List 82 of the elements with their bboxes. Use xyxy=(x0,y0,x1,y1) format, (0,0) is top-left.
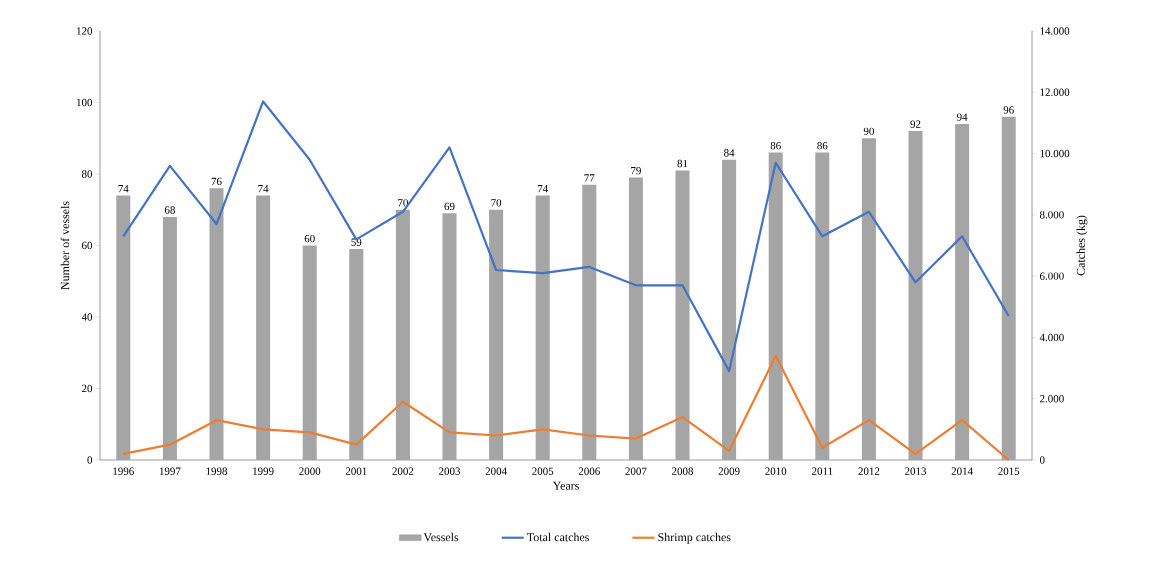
x-tick-label: 2010 xyxy=(765,467,787,475)
data-label: 60 xyxy=(304,234,315,243)
x-tick-label: 2006 xyxy=(578,467,600,475)
y2-tick-label: 2.000 xyxy=(1040,395,1064,403)
y2-tick-label: 6.000 xyxy=(1040,272,1064,280)
y-tick-label: 80 xyxy=(81,170,93,178)
x-tick-label: 1996 xyxy=(113,467,134,475)
bar xyxy=(442,213,457,460)
x-axis-title: Years xyxy=(552,481,579,490)
bar xyxy=(628,177,643,460)
bar xyxy=(815,152,830,460)
y2-axis-title: Catches (kg) xyxy=(1076,215,1088,276)
bar xyxy=(722,159,737,460)
x-tick-label: 2011 xyxy=(812,467,833,475)
data-label: 74 xyxy=(258,185,269,193)
data-label: 74 xyxy=(537,185,549,193)
x-tick-label: 2009 xyxy=(718,467,740,475)
bar xyxy=(955,123,970,460)
data-label: 92 xyxy=(910,120,921,128)
bar xyxy=(768,152,783,460)
bar xyxy=(1001,116,1016,460)
bar xyxy=(582,184,597,460)
data-label: 96 xyxy=(1003,106,1014,114)
x-tick-label: 2003 xyxy=(439,467,461,475)
y2-tick-label: 4.000 xyxy=(1039,333,1064,342)
y-tick-label: 0 xyxy=(87,456,93,464)
y-tick-label: 40 xyxy=(81,313,93,321)
data-label: 90 xyxy=(863,127,874,136)
data-label: 59 xyxy=(351,238,362,246)
data-label: 70 xyxy=(398,199,408,207)
data-label: 69 xyxy=(444,202,455,211)
x-tick-label: 2015 xyxy=(998,467,1020,475)
data-label: 77 xyxy=(584,174,595,182)
x-tick-label: 1998 xyxy=(206,467,228,475)
y2-tick-label: 12.000 xyxy=(1040,88,1070,96)
y-tick-label: 60 xyxy=(81,241,93,250)
bar xyxy=(209,188,224,460)
bar xyxy=(675,170,690,460)
legend-label: Shrimp catches xyxy=(658,532,731,544)
y-axis-title: Number of vessels xyxy=(60,201,70,290)
bar xyxy=(908,131,923,460)
x-tick-label: 2012 xyxy=(858,467,880,475)
x-tick-label: 2005 xyxy=(532,467,554,475)
bar xyxy=(302,245,317,460)
data-label: 79 xyxy=(631,167,641,175)
legend-label: Vessels xyxy=(423,532,459,542)
y-tick-label: 20 xyxy=(82,384,93,393)
bar xyxy=(256,195,271,460)
x-tick-label: 2007 xyxy=(625,467,647,475)
data-label: 84 xyxy=(724,149,735,157)
data-label: 74 xyxy=(118,185,129,193)
x-tick-label: 2014 xyxy=(951,467,973,475)
bar xyxy=(349,249,364,460)
x-tick-label: 2000 xyxy=(299,467,321,475)
bar xyxy=(116,195,131,460)
x-tick-label: 1999 xyxy=(253,467,274,475)
x-tick-label: 2013 xyxy=(905,467,927,475)
data-label: 70 xyxy=(491,199,502,207)
x-tick-label: 2002 xyxy=(392,467,414,475)
x-tick-label: 2001 xyxy=(345,467,367,475)
data-label: 76 xyxy=(211,177,222,186)
x-tick-label: 1997 xyxy=(159,467,181,475)
legend-label: Total catches xyxy=(527,532,589,542)
bar xyxy=(162,216,177,460)
bar xyxy=(395,209,410,460)
data-label: 68 xyxy=(164,206,175,214)
line-series xyxy=(122,354,1010,462)
y-tick-label: 120 xyxy=(77,27,93,35)
y-tick-label: 100 xyxy=(77,98,93,107)
y2-tick-label: 8.000 xyxy=(1039,211,1064,219)
x-tick-label: 2008 xyxy=(672,467,694,475)
data-label: 81 xyxy=(677,159,688,168)
bar xyxy=(861,138,876,460)
y2-tick-label: 10.000 xyxy=(1040,149,1070,158)
y2-tick-label: 0 xyxy=(1039,456,1045,464)
data-label: 86 xyxy=(770,141,781,150)
y2-tick-label: 14.000 xyxy=(1040,27,1070,35)
data-label: 94 xyxy=(956,113,968,121)
bar xyxy=(489,209,504,460)
bar xyxy=(535,195,550,460)
x-tick-label: 2004 xyxy=(485,467,507,475)
data-label: 86 xyxy=(817,141,828,150)
